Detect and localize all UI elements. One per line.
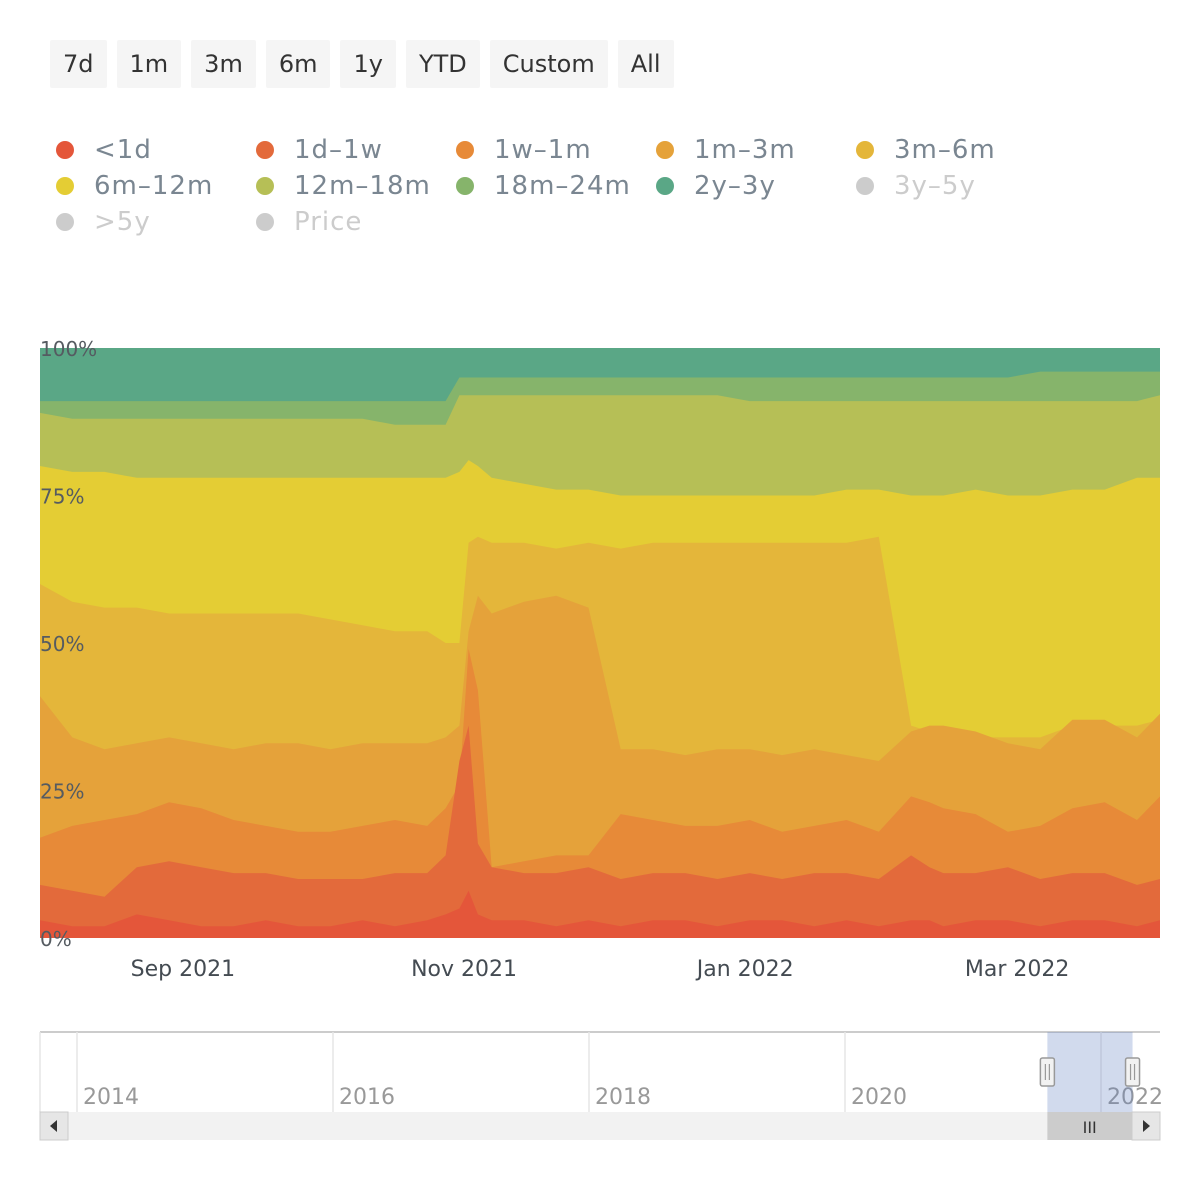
legend-label: 1m–3m (694, 135, 796, 165)
navigator-handle-right[interactable] (1124, 1057, 1141, 1087)
y-tick-label: 0% (40, 927, 72, 951)
navigator-selection[interactable] (1047, 1032, 1133, 1112)
scrollbar-track[interactable] (40, 1112, 1160, 1140)
legend-item[interactable]: 12m–18m (250, 168, 450, 204)
legend-item[interactable]: 18m–24m (450, 168, 650, 204)
legend-item[interactable]: 1m–3m (650, 132, 850, 168)
range-button-1m[interactable]: 1m (116, 40, 182, 88)
legend-item[interactable]: 3m–6m (850, 132, 1050, 168)
legend: <1d 1d–1w 1w–1m 1m–3m 3m–6m 6m–12m 12m–18m 18m–… (50, 132, 1050, 240)
legend-item[interactable]: Price (250, 204, 450, 240)
legend-marker-icon (256, 177, 274, 195)
navigator-year-label: 2016 (339, 1085, 395, 1110)
legend-label: Price (294, 207, 363, 237)
y-tick-label: 100% (40, 337, 97, 361)
range-button-6m[interactable]: 6m (265, 40, 331, 88)
legend-label: >5y (94, 207, 151, 237)
legend-marker-icon (56, 213, 74, 231)
navigator-year-label: 2020 (851, 1085, 907, 1110)
navigator-year-label: 2022 (1107, 1085, 1163, 1110)
legend-label: 1d–1w (294, 135, 383, 165)
range-button-custom[interactable]: Custom (489, 40, 608, 88)
legend-marker-icon (256, 213, 274, 231)
range-button-3m[interactable]: 3m (191, 40, 256, 88)
x-tick-label: Sep 2021 (131, 957, 235, 982)
area-series-1w–1m (40, 648, 1160, 938)
x-tick-label: Jan 2022 (695, 957, 794, 982)
range-selector: 7d 1m 3m 6m 1y YTD Custom All (50, 40, 674, 88)
legend-item[interactable]: <1d (50, 132, 250, 168)
legend-marker-icon (656, 141, 674, 159)
range-button-7d[interactable]: 7d (50, 40, 107, 88)
legend-item[interactable]: 6m–12m (50, 168, 250, 204)
legend-marker-icon (656, 177, 674, 195)
legend-marker-icon (856, 177, 874, 195)
arrow-right-icon (1143, 1120, 1150, 1132)
area-series-<1d (40, 890, 1160, 938)
legend-label: 2y–3y (694, 171, 776, 201)
legend-item[interactable]: 1w–1m (450, 132, 650, 168)
legend-marker-icon (456, 141, 474, 159)
navigator-year-label: 2018 (595, 1085, 651, 1110)
legend-marker-icon (56, 177, 74, 195)
navigator-handle-left[interactable] (1039, 1057, 1056, 1087)
navigator-year-label: 2014 (83, 1085, 139, 1110)
range-button-all[interactable]: All (617, 40, 674, 88)
y-tick-label: 75% (40, 485, 84, 509)
range-button-ytd[interactable]: YTD (405, 40, 480, 88)
range-button-1y[interactable]: 1y (340, 40, 396, 88)
legend-label: 18m–24m (494, 171, 631, 201)
legend-label: 3y–5y (894, 171, 976, 201)
legend-label: 1w–1m (494, 135, 592, 165)
legend-label: <1d (94, 135, 152, 165)
legend-item[interactable]: 1d–1w (250, 132, 450, 168)
legend-marker-icon (856, 141, 874, 159)
legend-label: 12m–18m (294, 171, 431, 201)
area-series-1d–1w (40, 725, 1160, 938)
legend-marker-icon (56, 141, 74, 159)
x-tick-label: Nov 2021 (411, 957, 517, 982)
x-tick-label: Mar 2022 (965, 957, 1070, 982)
legend-marker-icon (456, 177, 474, 195)
legend-item[interactable]: 2y–3y (650, 168, 850, 204)
legend-item[interactable]: 3y–5y (850, 168, 1050, 204)
legend-marker-icon (256, 141, 274, 159)
scrollbar-grip-icon: III (1083, 1118, 1097, 1137)
y-tick-label: 50% (40, 632, 84, 656)
legend-label: 3m–6m (894, 135, 996, 165)
y-tick-label: 25% (40, 780, 84, 804)
legend-item[interactable]: >5y (50, 204, 250, 240)
scrollbar-thumb[interactable] (1047, 1112, 1132, 1140)
legend-label: 6m–12m (94, 171, 214, 201)
arrow-left-icon (50, 1120, 57, 1132)
